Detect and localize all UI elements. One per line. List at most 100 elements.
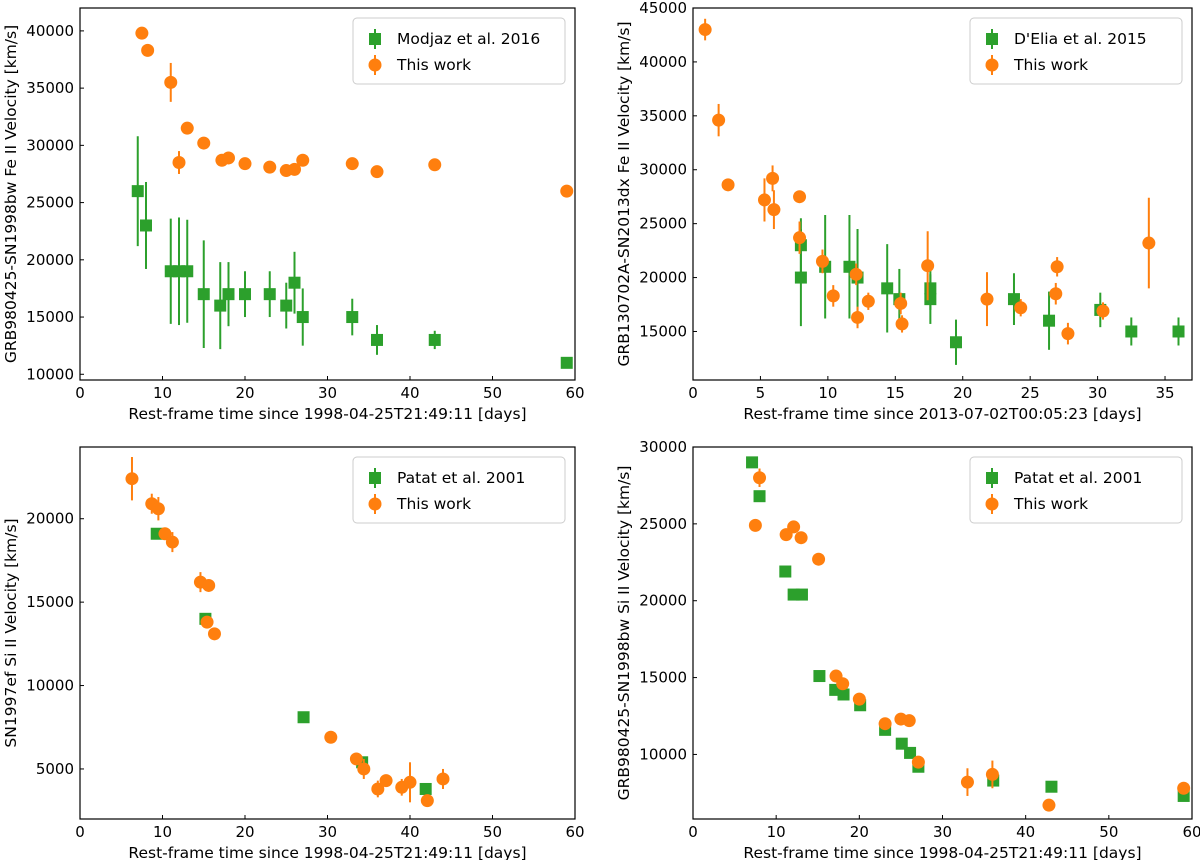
data-point-square — [746, 456, 759, 469]
x-tick-label: 30 — [933, 823, 952, 841]
series-literature — [150, 527, 432, 795]
data-point-circle — [812, 552, 826, 566]
data-point-square — [779, 565, 792, 578]
legend-label: Patat et al. 2001 — [397, 469, 525, 487]
axes-frame — [79, 446, 576, 820]
data-point-square — [346, 311, 359, 324]
chart-panel-bottom-left: 0 10 20 30 40 50 60 5000 10000 15000 20000 Rest-fra… — [2, 446, 585, 860]
data-point-circle — [1096, 304, 1110, 318]
legend-marker-square — [369, 472, 381, 484]
data-point-circle — [793, 231, 807, 245]
data-point-circle — [197, 136, 211, 150]
data-point-square — [949, 336, 962, 349]
y-tick-label: 30000 — [639, 438, 687, 456]
legend-marker-circle — [368, 58, 382, 72]
data-point-circle — [370, 165, 384, 179]
y-tick-label: 25000 — [639, 215, 687, 233]
legend-marker-circle — [985, 497, 999, 511]
data-point-circle — [164, 75, 178, 89]
y-tick-label: 10000 — [639, 745, 687, 763]
series-this-work — [748, 468, 1191, 812]
x-tick-label: 40 — [1016, 823, 1035, 841]
data-point-circle — [357, 762, 371, 776]
data-point-circle — [200, 615, 214, 629]
y-tick-label: 30000 — [26, 136, 74, 154]
x-tick-label: 50 — [1099, 823, 1118, 841]
y-tick-label: 15000 — [639, 322, 687, 340]
data-point-circle — [349, 752, 363, 766]
data-point-square — [895, 737, 908, 750]
data-point-circle — [158, 527, 172, 541]
y-axis-label: GRB980425-SN1998bw Fe II Velocity [km/s] — [2, 25, 20, 363]
x-tick-label: 0 — [75, 823, 85, 841]
series-literature — [794, 215, 1185, 365]
legend-marker-square — [986, 33, 998, 45]
data-point-square — [371, 333, 383, 346]
x-tick-label: 60 — [1182, 823, 1200, 841]
legend-box — [352, 17, 566, 85]
data-point-circle — [151, 502, 165, 516]
data-point-square — [795, 588, 808, 601]
data-point-circle — [852, 692, 866, 706]
data-point-circle — [985, 767, 999, 781]
x-axis-label: Rest-frame time since 1998-04-25T21:49:1… — [128, 844, 526, 860]
legend-box — [352, 456, 566, 524]
x-axis-label: Rest-frame time since 1998-04-25T21:49:1… — [743, 844, 1141, 860]
series-this-work — [698, 18, 1156, 345]
x-tick-label: 0 — [75, 384, 85, 402]
data-point-square — [1125, 325, 1138, 338]
data-point-square — [1043, 314, 1056, 327]
legend-label: Modjaz et al. 2016 — [397, 30, 540, 48]
y-tick-label: 25000 — [639, 515, 687, 533]
data-point-circle — [180, 121, 194, 135]
data-point-circle — [371, 782, 385, 796]
legend: D'Elia et al. 2015 This work — [969, 17, 1183, 85]
x-tick-label: 50 — [483, 823, 502, 841]
data-point-circle — [712, 113, 726, 127]
data-point-circle — [902, 714, 916, 728]
axes-frame — [692, 7, 1193, 381]
x-tick-label: 10 — [818, 384, 837, 402]
data-point-circle — [911, 755, 925, 769]
data-point-circle — [1014, 301, 1028, 315]
legend: Patat et al. 2001 This work — [969, 456, 1183, 524]
data-point-square — [263, 288, 276, 301]
x-tick-label: 10 — [153, 823, 172, 841]
data-point-square — [813, 670, 826, 683]
data-point-square — [560, 356, 573, 369]
x-tick-label: 40 — [400, 823, 419, 841]
x-tick-label: 30 — [318, 823, 337, 841]
data-point-circle — [296, 153, 310, 167]
x-tick-label: 10 — [767, 823, 786, 841]
data-point-circle — [428, 158, 442, 172]
data-point-square — [419, 782, 432, 795]
y-tick-label: 5000 — [36, 760, 74, 778]
x-tick-label: 10 — [153, 384, 172, 402]
y-tick-label: 15000 — [26, 308, 74, 326]
data-point-circle — [766, 171, 780, 185]
data-point-square — [288, 276, 301, 289]
y-axis-label: GRB130702A-SN2013dx Fe II Velocity [km/s… — [615, 21, 633, 366]
data-point-square — [297, 711, 310, 724]
y-axis-label: GRB980425-SN1998bw Si II Velocity [km/s] — [615, 466, 633, 801]
data-point-circle — [207, 627, 221, 641]
data-point-circle — [878, 717, 892, 731]
y-tick-label: 30000 — [639, 161, 687, 179]
data-point-circle — [403, 775, 417, 789]
data-point-circle — [836, 677, 850, 691]
chart-panel-top-right: 0 5 10 15 20 25 30 35 15000 20000 25000 30000 35000 4… — [615, 0, 1193, 423]
data-point-circle — [698, 23, 712, 37]
y-tick-label: 40000 — [639, 53, 687, 71]
data-point-square — [222, 288, 235, 301]
x-tick-label: 25 — [1021, 384, 1040, 402]
y-tick-label: 20000 — [639, 592, 687, 610]
x-tick-label: 60 — [565, 384, 584, 402]
data-point-square — [239, 288, 251, 301]
data-point-square — [1045, 780, 1058, 793]
y-axis-label: SN1997ef Si II Velocity [km/s] — [2, 518, 20, 747]
data-point-circle — [753, 471, 767, 485]
data-point-circle — [165, 535, 179, 549]
data-point-circle — [172, 156, 186, 170]
legend-marker-circle — [368, 497, 382, 511]
